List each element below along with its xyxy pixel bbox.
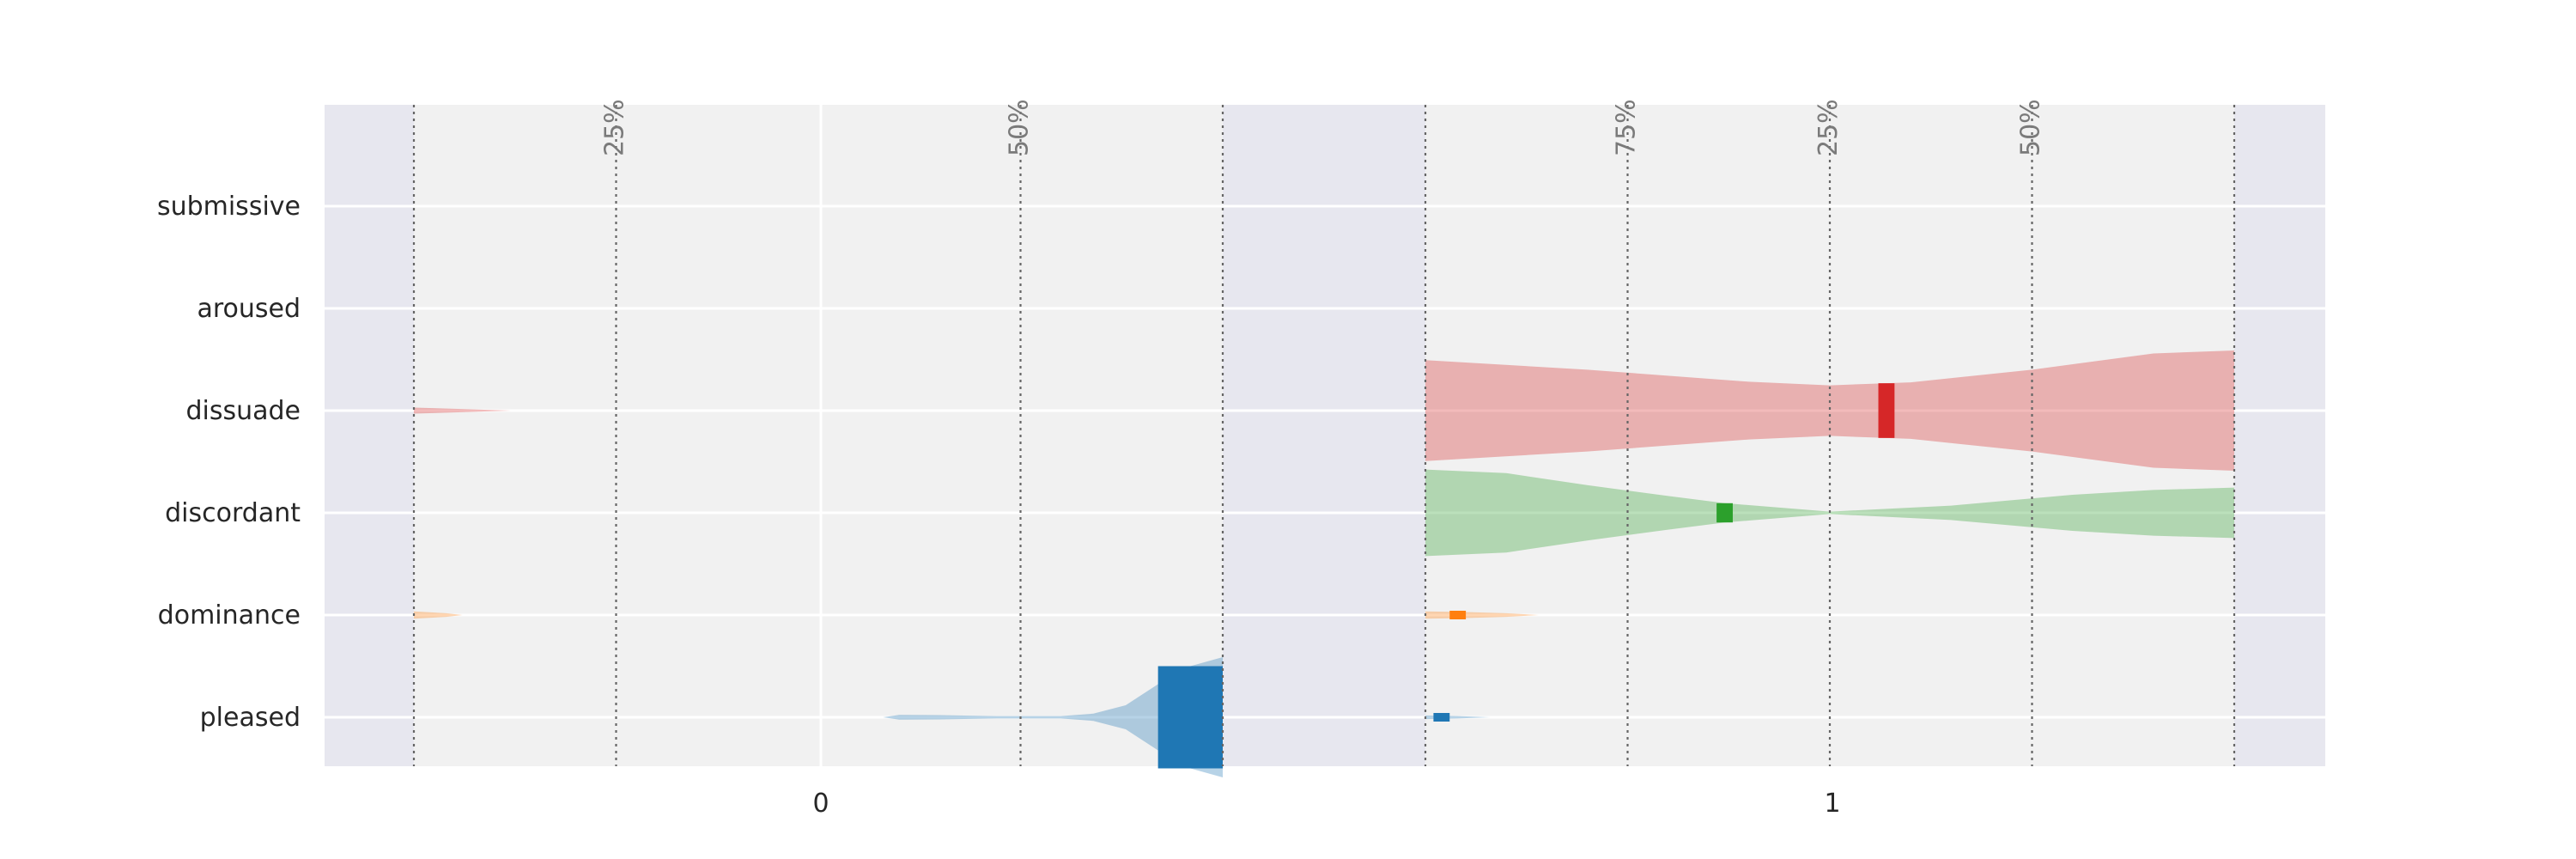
panel-0-background [414, 105, 1223, 766]
percent-label-25pct: 25% [600, 99, 630, 156]
x-tick-1: 1 [1824, 789, 1840, 819]
percent-label-50pct: 50% [1005, 99, 1035, 156]
y-label-pleased: pleased [200, 703, 301, 733]
panel-dividers [412, 105, 2236, 766]
median-box-1-pleased [1433, 713, 1450, 722]
percent-labels: 25% 50% 75% 25% 50% [600, 99, 2046, 156]
y-label-dissuade: dissuade [185, 396, 301, 426]
y-label-aroused: aroused [197, 294, 301, 324]
y-label-discordant: discordant [165, 498, 301, 528]
y-axis-labels: submissive aroused dissuade discordant domin… [157, 192, 301, 733]
percent-label-50pct: 50% [2016, 99, 2046, 156]
violin-0-dominance [414, 611, 463, 619]
percent-label-75pct: 75% [1612, 99, 1642, 156]
violin-0-pleased [883, 657, 1223, 777]
median-box-1-discordant [1716, 503, 1733, 523]
y-label-submissive: submissive [157, 192, 301, 222]
violin-0-dissuade [414, 407, 511, 414]
x-tick-0: 0 [812, 789, 829, 819]
median-box-1-dominance [1449, 611, 1467, 619]
percent-label-25pct: 25% [1814, 99, 1844, 156]
y-label-dominance: dominance [158, 600, 301, 631]
median-box-0-pleased [1157, 666, 1223, 769]
median-box-1-dissuade [1878, 383, 1895, 438]
grid-lines [325, 105, 2325, 766]
